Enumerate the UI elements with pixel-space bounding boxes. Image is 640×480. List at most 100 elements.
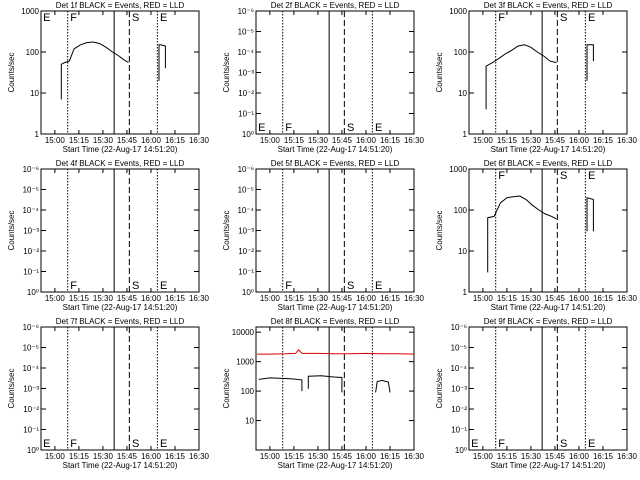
x-axis-label: Start Time (22-Aug-17 14:51:20) [278,145,393,154]
event-label: S [132,280,139,292]
event-label: E [160,12,167,24]
y-tick-label: 10⁻² [238,89,254,98]
x-tick-label: 16:30 [617,294,638,303]
x-axis-label: Start Time (22-Aug-17 14:51:20) [63,145,178,154]
y-tick-label: 10⁰ [242,288,254,297]
y-axis-label: Counts/sec [435,210,444,250]
event-label: E [160,438,167,450]
y-tick-label: 10 [30,89,39,98]
x-tick-label: 16:15 [380,452,401,461]
y-tick-label: 10⁻⁴ [450,364,467,373]
y-axis-label: Counts/sec [7,210,16,250]
y-tick-label: 10⁰ [455,446,467,455]
x-tick-label: 15:45 [332,136,353,145]
x-tick-label: 15:30 [521,136,542,145]
y-tick-label: 10⁻¹ [238,268,254,277]
x-tick-label: 15:30 [93,452,114,461]
y-tick-label: 10⁻¹ [451,426,467,435]
data-line [257,349,415,355]
data-line [258,375,391,393]
y-tick-label: 10⁻¹ [238,110,254,119]
event-label: F [498,170,505,182]
y-tick-label: 10 [245,417,254,426]
x-tick-label: 16:00 [141,452,162,461]
x-axis-label: Start Time (22-Aug-17 14:51:20) [491,461,606,470]
y-tick-label: 10⁰ [27,288,39,297]
event-label: S [132,438,139,450]
x-tick-label: 15:45 [545,452,566,461]
x-axis-label: Start Time (22-Aug-17 14:51:20) [63,303,178,312]
data-line [487,195,594,273]
y-tick-label: 100 [26,48,40,57]
event-label: S [132,12,139,24]
x-tick-label: 15:15 [497,452,518,461]
event-label: S [347,280,354,292]
x-tick-label: 15:15 [69,136,90,145]
data-line [60,41,166,100]
x-tick-label: 16:00 [569,294,590,303]
x-tick-label: 15:00 [45,294,66,303]
y-axis-label: Counts/sec [7,368,16,408]
event-label: F [498,438,505,450]
x-axis-label: Start Time (22-Aug-17 14:51:20) [278,303,393,312]
x-tick-label: 15:45 [545,294,566,303]
chart-title: Det 3f BLACK = Events, RED = LLD [484,1,613,10]
y-tick-label: 100 [454,48,468,57]
event-label: F [285,280,292,292]
x-axis-label: Start Time (22-Aug-17 14:51:20) [278,461,393,470]
chart-title: Det 6f BLACK = Events, RED = LLD [484,159,613,168]
x-tick-label: 16:15 [380,294,401,303]
x-tick-label: 15:00 [473,452,494,461]
x-tick-label: 15:30 [93,136,114,145]
y-tick-label: 10⁻⁵ [23,344,39,353]
x-tick-label: 16:30 [617,452,638,461]
chart-title: Det 4f BLACK = Events, RED = LLD [56,159,185,168]
y-tick-label: 1 [35,130,40,139]
event-label: S [560,170,567,182]
plot-frame [40,326,200,451]
event-label: F [70,280,77,292]
x-tick-label: 16:00 [356,452,377,461]
y-axis-label: Counts/sec [222,210,231,250]
event-label: F [70,12,77,24]
x-tick-label: 15:45 [117,136,138,145]
y-tick-label: 10⁻⁵ [238,28,254,37]
y-tick-label: 10 [458,247,467,256]
data-line [485,44,594,110]
x-tick-label: 15:15 [69,452,90,461]
event-label: E [375,280,382,292]
event-label: S [347,122,354,134]
x-tick-label: 16:15 [165,294,186,303]
x-tick-label: 16:30 [404,136,425,145]
y-tick-label: 10⁻³ [238,69,254,78]
x-tick-label: 15:30 [93,294,114,303]
x-tick-label: 15:15 [497,136,518,145]
x-tick-label: 16:15 [593,452,614,461]
event-label: E [375,122,382,134]
x-tick-label: 16:15 [593,294,614,303]
y-tick-label: 10⁻² [451,405,467,414]
y-tick-label: 1 [463,288,468,297]
event-label: E [43,438,50,450]
y-tick-label: 10⁻¹ [23,426,39,435]
y-tick-label: 10⁻⁵ [451,344,467,353]
y-tick-label: 10⁻⁴ [22,364,39,373]
y-tick-label: 10⁻⁴ [22,206,39,215]
x-tick-label: 16:15 [380,136,401,145]
y-tick-label: 10⁻⁵ [23,186,39,195]
plot-frame [40,10,200,135]
event-label: F [70,438,77,450]
x-tick-label: 16:30 [617,136,638,145]
event-label: S [560,12,567,24]
x-tick-label: 15:30 [308,452,329,461]
x-tick-label: 15:30 [521,452,542,461]
plot-frame [255,10,415,135]
y-axis-label: Counts/sec [222,52,231,92]
x-tick-label: 16:30 [189,294,210,303]
plot-frame [468,326,628,451]
event-label: E [160,280,167,292]
y-tick-label: 1 [463,130,468,139]
x-tick-label: 16:15 [165,452,186,461]
plot-frame [468,10,628,135]
y-tick-label: 1000 [236,358,254,367]
